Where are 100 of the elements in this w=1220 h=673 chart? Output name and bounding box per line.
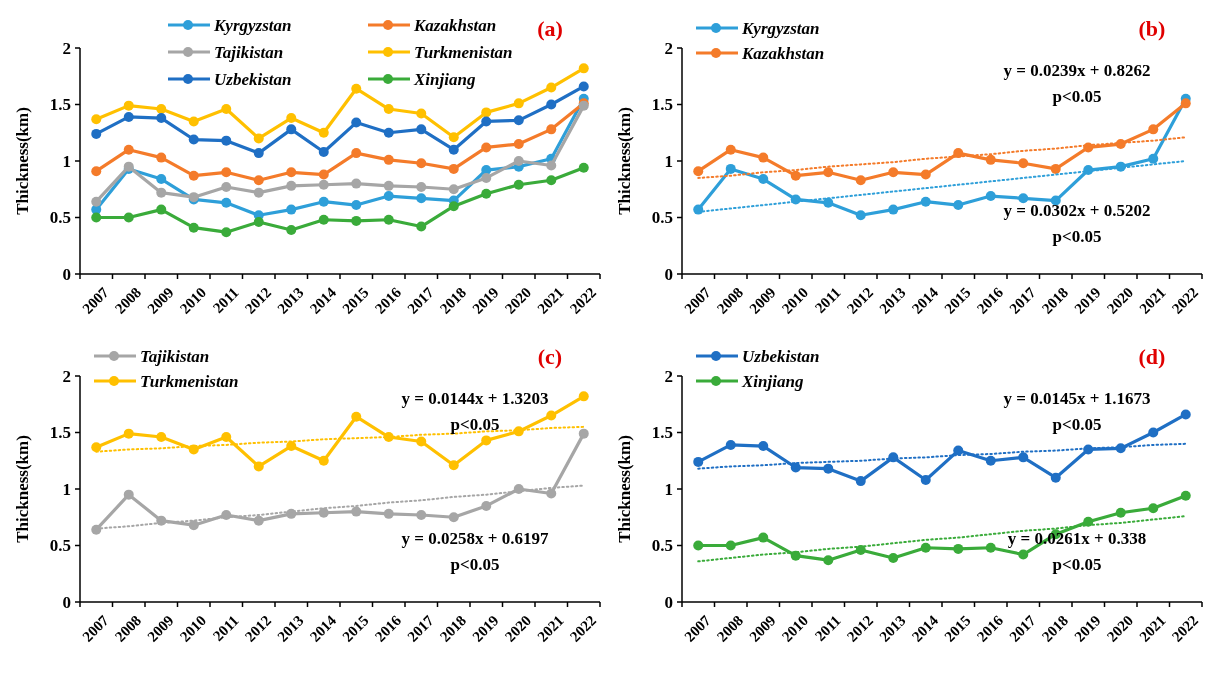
point — [253, 187, 264, 198]
y-axis-title: Thickness(km) — [615, 435, 634, 543]
legend-label: Xinjiang — [413, 69, 476, 89]
point — [481, 435, 492, 446]
point — [351, 215, 362, 226]
y-tick-label: 1.5 — [651, 95, 673, 115]
point — [351, 178, 362, 189]
point — [91, 196, 102, 207]
point — [318, 455, 329, 466]
point — [91, 442, 102, 453]
annotation: p<0.05 — [1052, 227, 1102, 246]
y-axis-title: Thickness(km) — [615, 107, 634, 215]
y-tick-label: 2 — [664, 366, 673, 386]
point — [513, 98, 524, 109]
point — [693, 166, 704, 177]
legend-label: Turkmenistan — [140, 371, 239, 391]
legend-label: Kyrgyzstan — [213, 15, 292, 35]
point — [823, 555, 834, 566]
legend-label: Uzbekistan — [214, 69, 292, 89]
point — [1180, 98, 1191, 109]
point — [416, 509, 427, 520]
point — [156, 174, 167, 185]
legend-label: Turkmenistan — [414, 42, 513, 62]
point — [318, 214, 329, 225]
point — [188, 134, 199, 145]
legend-label: Uzbekistan — [742, 346, 820, 366]
point — [351, 117, 362, 128]
point — [1018, 193, 1029, 204]
point — [578, 428, 589, 439]
point — [416, 124, 427, 135]
point — [448, 460, 459, 471]
point — [351, 148, 362, 159]
point — [383, 508, 394, 519]
point — [91, 166, 102, 177]
point — [823, 463, 834, 474]
chart-title: (b) — [1138, 16, 1166, 41]
y-tick-label: 2 — [62, 38, 71, 58]
y-tick-label: 1 — [664, 479, 673, 499]
point — [725, 439, 736, 450]
point — [383, 214, 394, 225]
point — [318, 127, 329, 138]
point — [91, 128, 102, 139]
annotation: y = 0.0239x + 0.8262 — [1003, 61, 1151, 80]
chart-title: (a) — [537, 16, 563, 41]
y-tick-label: 1.5 — [651, 423, 673, 443]
y-tick-label: 1.5 — [49, 423, 71, 443]
point — [221, 181, 232, 192]
y-tick-label: 2 — [62, 366, 71, 386]
annotation: p<0.05 — [1052, 415, 1102, 434]
y-tick-label: 0.5 — [49, 536, 71, 556]
point — [693, 540, 704, 551]
point — [123, 212, 134, 223]
point — [513, 156, 524, 166]
point — [448, 144, 459, 155]
point — [448, 201, 459, 212]
point — [286, 441, 297, 452]
point — [1148, 153, 1159, 164]
point — [578, 63, 589, 74]
point — [318, 146, 329, 157]
point — [253, 148, 264, 159]
point — [286, 224, 297, 235]
y-tick-label: 0 — [62, 592, 71, 612]
point — [221, 432, 232, 443]
point — [725, 163, 736, 174]
point — [985, 455, 996, 466]
point — [546, 160, 557, 171]
point — [253, 217, 264, 228]
point — [416, 181, 427, 192]
point — [123, 144, 134, 155]
annotation: p<0.05 — [1052, 87, 1102, 106]
point — [578, 391, 589, 402]
point — [855, 545, 866, 556]
point — [123, 428, 134, 439]
point — [1180, 490, 1191, 501]
point — [513, 179, 524, 190]
point — [725, 540, 736, 551]
y-axis-title: Thickness(km) — [13, 107, 32, 215]
y-tick-label: 0.5 — [651, 536, 673, 556]
legend-label: Kyrgyzstan — [741, 18, 820, 38]
point — [91, 114, 102, 125]
point — [758, 441, 769, 452]
point — [156, 113, 167, 124]
point — [481, 188, 492, 199]
point — [920, 196, 931, 207]
point — [383, 104, 394, 115]
annotation: y = 0.0145x + 1.1673 — [1003, 389, 1151, 408]
y-tick-label: 0 — [664, 592, 673, 612]
point — [156, 187, 167, 198]
point — [855, 175, 866, 186]
point — [221, 135, 232, 146]
point — [1115, 507, 1126, 518]
point — [758, 152, 769, 163]
point — [855, 476, 866, 487]
point — [758, 174, 769, 185]
point — [286, 113, 297, 124]
annotation: p<0.05 — [1052, 555, 1102, 574]
y-tick-label: 0.5 — [49, 208, 71, 228]
point — [1018, 549, 1029, 560]
point — [416, 158, 427, 169]
point — [253, 515, 264, 526]
